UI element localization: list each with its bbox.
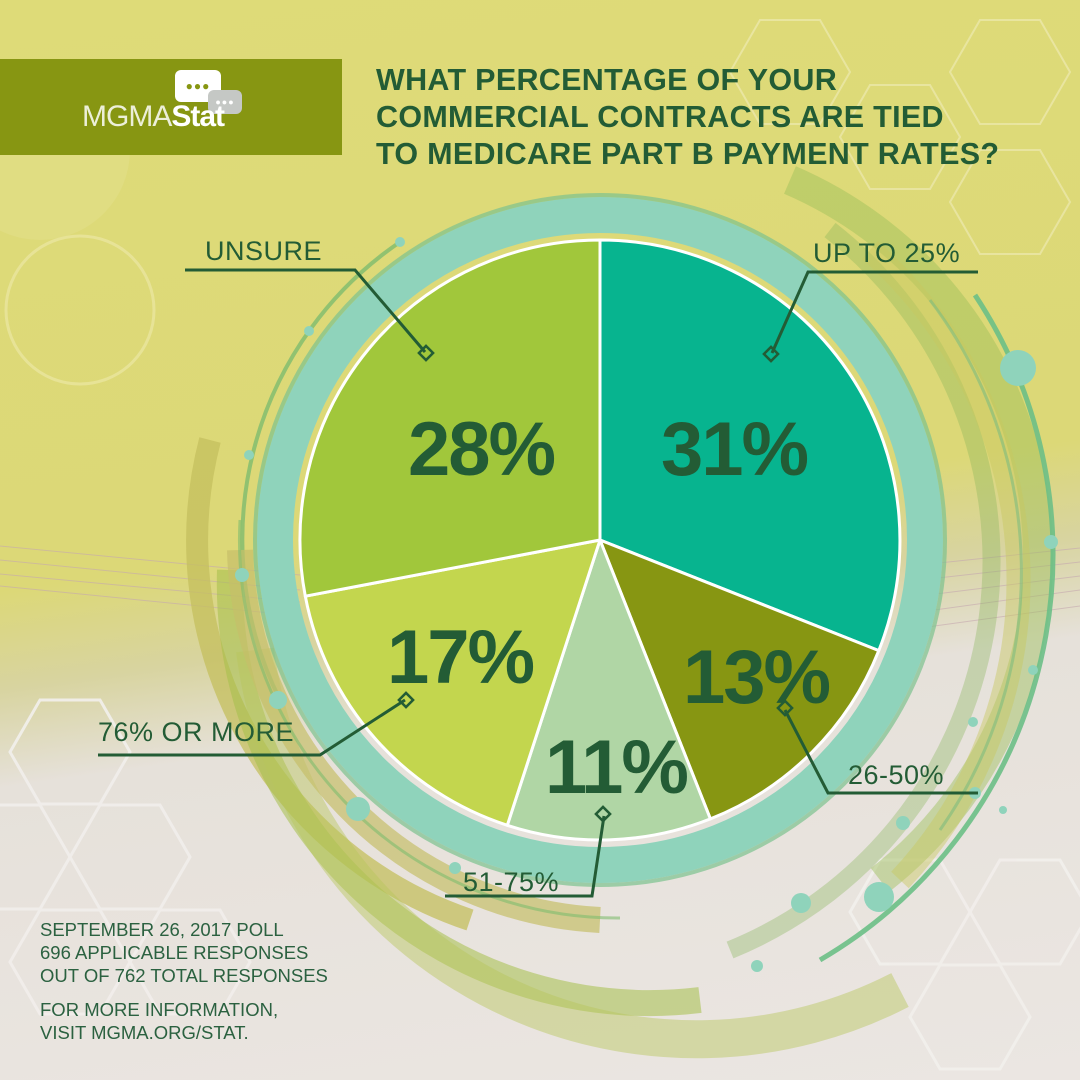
slice-value-51-75: 11% [545,725,689,810]
hexagon-pattern-decoration [0,698,1080,1071]
logo-text-stat: Stat [171,100,225,133]
callout-lines [98,268,978,898]
label-76-or-more: 76% OR MORE [98,717,295,747]
label-51-75: 51-75% [463,867,560,897]
slice-26-50 [598,538,881,821]
label-26-50: 26-50% [848,760,945,790]
label-up-to-25: UP TO 25% [813,238,961,268]
logo-text-mgma: MGMA [82,100,172,133]
slice-value-26-50: 13% [683,635,831,720]
callout-line-76-or-more [98,698,406,757]
title-line: WHAT PERCENTAGE OF YOUR [376,63,838,97]
footer-notes: SEPTEMBER 26, 2017 POLL 696 APPLICABLE R… [40,918,328,1044]
hexagon-pattern-decoration [728,19,1072,255]
slice-value-up-to-25: 31% [661,407,809,492]
logo-bar [0,59,342,155]
callout-line-unsure [185,268,427,353]
title-line: COMMERCIAL CONTRACTS ARE TIED [376,100,944,134]
pie-ring [257,197,943,883]
chart-title: WHAT PERCENTAGE OF YOUR COMMERCIAL CONTR… [376,62,1056,173]
callout-line-51-75 [445,815,606,898]
slice-value-unsure: 28% [408,407,556,492]
total-responses: OUT OF 762 TOTAL RESPONSES [40,965,328,986]
title-line: TO MEDICARE PART B PAYMENT RATES? [376,137,1000,171]
more-info-text: FOR MORE INFORMATION, [40,999,279,1020]
label-unsure: UNSURE [205,236,323,266]
callout-line-up-to-25 [770,270,978,354]
bokeh-circle-decoration [4,234,156,386]
visit-url-text: VISIT MGMA.ORG/STAT. [40,1022,249,1043]
callout-line-26-50 [783,709,978,795]
slice-value-76-or-more: 17% [387,615,535,700]
callout-markers [397,344,794,823]
pie-ring-outline [253,193,947,887]
chat-bubble-icon: ●●● [208,90,242,114]
decorative-arcs [186,166,1056,1059]
slice-up-to-25 [598,238,902,653]
slice-unsure [298,238,602,598]
logo: MGMAStat [82,100,225,134]
slice-76-or-more [303,538,602,827]
slice-51-75 [505,538,712,842]
poll-date: SEPTEMBER 26, 2017 POLL [40,919,284,940]
applicable-responses: 696 APPLICABLE RESPONSES [40,942,309,963]
decorative-dots [235,237,1058,972]
